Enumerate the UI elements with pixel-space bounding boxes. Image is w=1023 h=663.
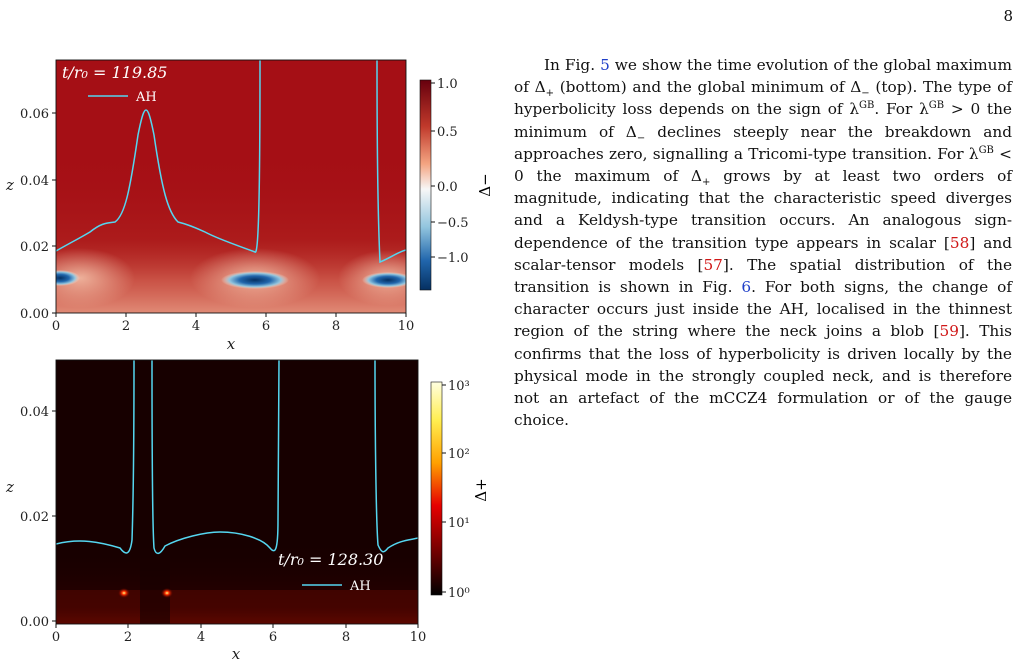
top-x-tick: 0 (52, 319, 60, 334)
text-run: grows by at least two orders of magnitud… (514, 167, 1012, 252)
figure-6-link[interactable]: 6 (741, 278, 752, 297)
top-y-tick: 0.00 (20, 307, 49, 322)
top-y-tick: 0.04 (20, 174, 49, 189)
top-cb-tick: 0.5 (437, 125, 458, 140)
superscript: GB (859, 100, 875, 112)
figure-5-link[interactable]: 5 (600, 56, 610, 74)
top-panel: t/r₀ = 119.85 AH 0 2 4 6 8 10 x 0.00 0.0… (5, 59, 494, 353)
top-y-label: z (5, 176, 14, 194)
subscript: − (861, 88, 870, 100)
top-cb-tick: 0.0 (437, 180, 458, 195)
text-run: < 0 the maximum of Δ (514, 144, 1012, 186)
top-x-axis: 0 2 4 6 8 10 x (52, 313, 414, 353)
page-number: 8 (1003, 7, 1013, 25)
superscript: GB (928, 100, 945, 112)
bottom-x-axis: 0 2 4 6 8 10 x (52, 624, 426, 663)
text-run: ] and scalar-tensor models [ (514, 233, 1012, 274)
top-time-label: t/r₀ = 119.85 (62, 63, 167, 82)
top-y-axis: 0.00 0.02 0.04 0.06 z (5, 107, 56, 322)
subscript: − (636, 132, 646, 144)
text-run: In Fig. (544, 56, 601, 74)
top-x-tick: 10 (398, 319, 415, 334)
bottom-x-tick: 2 (124, 630, 132, 645)
citation-58-link[interactable]: 58 (949, 233, 970, 252)
bottom-y-tick: 0.04 (20, 405, 49, 420)
bottom-x-tick: 0 (52, 630, 60, 645)
bottom-panel: t/r₀ = 128.30 AH 0 2 4 6 8 10 x 0.00 0.0… (5, 359, 490, 663)
text-run: . For both signs, the change of characte… (514, 278, 1013, 341)
citation-59-link[interactable]: 59 (939, 322, 959, 341)
top-cb-tick: −0.5 (437, 216, 469, 231)
bottom-cb-tick: 10⁰ (448, 586, 470, 601)
top-heatmap (56, 60, 406, 313)
text-run: ]. The spatial distribution of the trans… (514, 255, 1012, 297)
bottom-x-tick: 4 (197, 630, 205, 645)
body-paragraph: In Fig. 5 we show the time evolution of … (514, 54, 1012, 431)
bottom-y-label: z (5, 478, 14, 496)
bottom-x-tick: 6 (269, 630, 277, 645)
top-colorbar: 1.0 0.5 0.0 −0.5 −1.0 Δ− (419, 77, 494, 291)
bottom-ah-curve (56, 360, 418, 555)
top-x-tick: 8 (332, 319, 340, 334)
top-x-label: x (227, 335, 236, 353)
top-cb-label: Δ− (476, 173, 494, 196)
text-run: > 0 the minimum of Δ (514, 100, 1012, 141)
figure: t/r₀ = 119.85 AH 0 2 4 6 8 10 x 0.00 0.0… (5, 59, 494, 663)
bottom-legend-label: AH (349, 579, 371, 594)
bottom-cb-label: Δ+ (472, 478, 490, 501)
bottom-y-tick: 0.02 (20, 510, 49, 525)
bottom-heatmap (56, 360, 418, 624)
top-y-tick: 0.06 (20, 107, 49, 122)
top-cb-tick: −1.0 (437, 251, 469, 266)
top-cb-tick: 1.0 (437, 77, 458, 92)
bottom-time-label: t/r₀ = 128.30 (278, 550, 383, 569)
subscript: + (701, 177, 711, 189)
top-ah-curve (56, 60, 406, 264)
text-run: ]. This confirms that the loss of hyperb… (514, 322, 1012, 430)
text-run: declines steeply near the breakdown and … (514, 122, 1012, 163)
bottom-x-label: x (232, 645, 241, 663)
text-run: (top). The type of hyperbolicity loss de… (514, 78, 1013, 119)
top-legend-label: AH (135, 90, 157, 105)
bottom-cb-tick: 10¹ (448, 516, 470, 531)
bottom-y-tick: 0.00 (20, 615, 49, 630)
text-run: . For λ (874, 100, 929, 119)
bottom-y-axis: 0.00 0.02 0.04 z (5, 405, 56, 630)
top-x-tick: 6 (262, 319, 270, 334)
superscript: GB (978, 144, 994, 156)
top-x-tick: 4 (192, 319, 200, 334)
citation-57-link[interactable]: 57 (703, 255, 723, 274)
bottom-cb-tick: 10³ (448, 379, 470, 394)
bottom-x-tick: 8 (342, 630, 350, 645)
top-x-tick: 2 (122, 319, 130, 334)
text-run: we show the time evolution of the global… (514, 56, 1012, 97)
subscript: + (545, 88, 555, 100)
text-run: (bottom) and the global minimum of Δ (554, 78, 862, 97)
top-y-tick: 0.02 (20, 240, 49, 255)
bottom-colorbar: 10³ 10² 10¹ 10⁰ Δ+ (430, 379, 490, 601)
bottom-cb-tick: 10² (448, 447, 470, 462)
bottom-x-tick: 10 (410, 630, 427, 645)
